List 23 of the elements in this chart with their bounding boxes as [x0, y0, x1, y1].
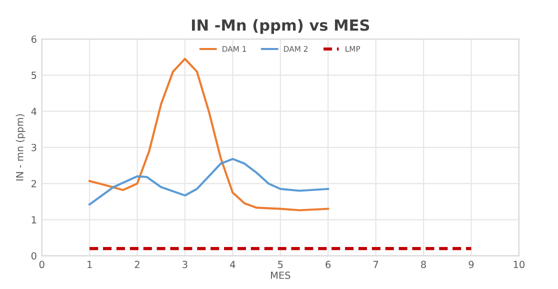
x-axis-title: MES — [270, 272, 290, 279]
x-tick-label: 9 — [468, 260, 474, 268]
y-tick-label: 6 — [31, 35, 36, 43]
x-tick-label: 5 — [278, 260, 283, 268]
y-tick-label: 1 — [32, 216, 36, 224]
x-tick-label: 4 — [230, 260, 236, 268]
y-tick-label: 5 — [32, 72, 36, 79]
line-series — [88, 158, 330, 206]
x-tick-label: 6 — [326, 260, 331, 268]
y-axis-title: IN - mn (ppm) — [16, 114, 26, 180]
chart-title: IN -Mn (ppm) vs MES — [192, 19, 370, 34]
x-tick-label: 2 — [134, 260, 140, 268]
y-tick-label: 0 — [31, 252, 36, 260]
x-tick-label: 1 — [88, 260, 92, 268]
x-tick-label: 10 — [514, 260, 524, 268]
y-tick-label: 2 — [32, 180, 36, 188]
y-tick-label: 3 — [32, 144, 36, 152]
y-tick-label: 4 — [31, 108, 36, 115]
x-tick-label: 0 — [39, 260, 44, 268]
x-tick-label: 3 — [182, 260, 188, 268]
line-series — [88, 58, 330, 212]
x-tick-label: 8 — [421, 260, 426, 268]
x-tick-label: 7 — [374, 260, 378, 268]
